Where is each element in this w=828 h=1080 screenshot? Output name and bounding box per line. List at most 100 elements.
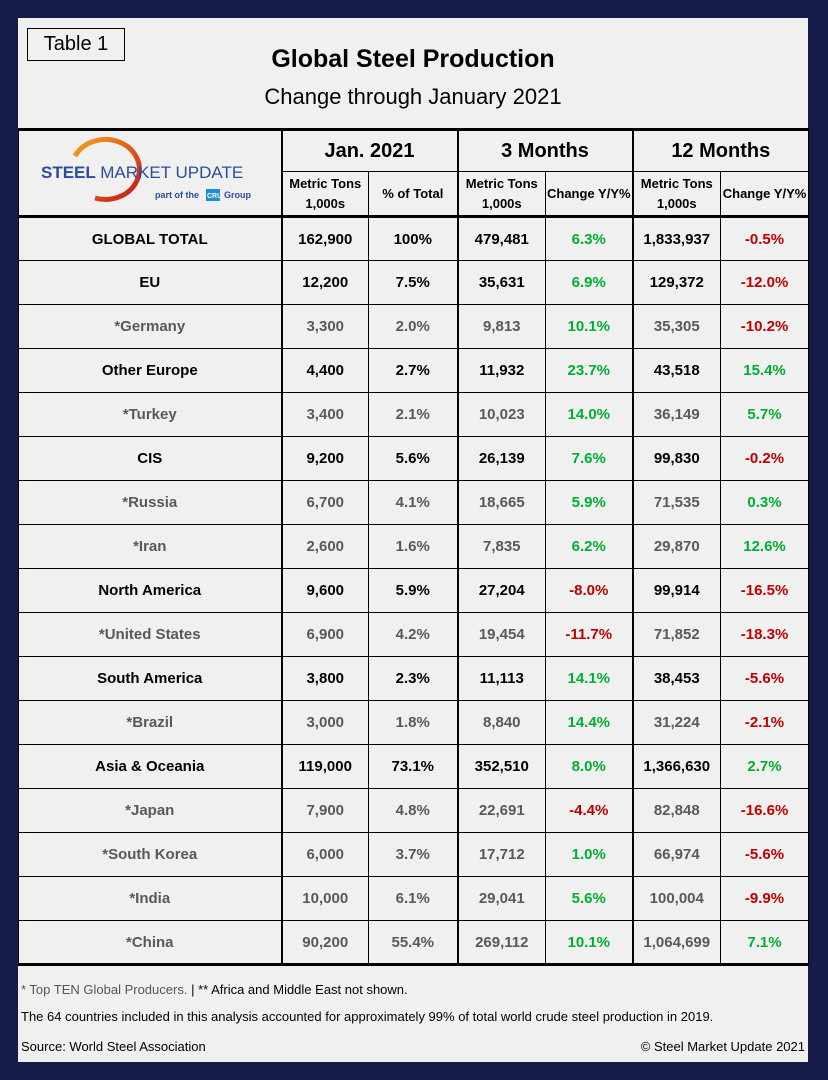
3m-metric-tons: 269,112	[456, 920, 547, 966]
3m-metric-tons: 479,481	[456, 216, 547, 261]
jan-percent-total: 5.9%	[367, 568, 459, 613]
3m-change: 23.7%	[545, 348, 634, 393]
table-panel: Table 1 Global Steel Production Change t…	[18, 18, 810, 1062]
12m-metric-tons: 1,064,699	[631, 920, 722, 966]
region-label: *Japan	[18, 788, 282, 833]
12m-metric-tons: 99,914	[631, 568, 722, 613]
region-label: *Iran	[18, 524, 282, 569]
page-title: Global Steel Production	[271, 45, 555, 73]
12m-change: 5.7%	[720, 392, 810, 437]
table-row: *Turkey 3,400 2.1% 10,023 14.0% 36,149 5.7%	[18, 392, 810, 437]
3m-metric-tons: 27,204	[456, 568, 547, 613]
12m-change: 12.6%	[720, 524, 810, 569]
12m-metric-tons: 66,974	[631, 832, 722, 877]
12m-metric-tons: 99,830	[631, 436, 722, 481]
subheader-percent-of-total: % of Total	[367, 171, 459, 217]
3m-change: -8.0%	[545, 568, 634, 613]
footnote-coverage: The 64 countries included in this analys…	[21, 1009, 714, 1024]
3m-metric-tons: 19,454	[456, 612, 547, 657]
jan-metric-tons: 6,000	[280, 832, 369, 877]
svg-text:part of the: part of the	[155, 190, 199, 200]
jan-metric-tons: 9,600	[280, 568, 369, 613]
12m-metric-tons: 38,453	[631, 656, 722, 701]
jan-metric-tons: 3,800	[280, 656, 369, 701]
jan-metric-tons: 6,900	[280, 612, 369, 657]
footnote-top-producers: * Top TEN Global Producers. | ** Africa …	[21, 982, 408, 997]
12m-change: -12.0%	[720, 260, 810, 305]
3m-metric-tons: 9,813	[456, 304, 547, 349]
region-label: North America	[18, 568, 282, 613]
table-row: *Germany 3,300 2.0% 9,813 10.1% 35,305 -10.2%	[18, 304, 810, 349]
group-header-12-months: 12 Months	[631, 129, 810, 172]
3m-change: 5.6%	[545, 876, 634, 921]
region-label: *China	[18, 920, 282, 966]
12m-change: -10.2%	[720, 304, 810, 349]
jan-metric-tons: 119,000	[280, 744, 369, 789]
group-header-jan-2021: Jan. 2021	[280, 129, 459, 172]
subheader-metric-tons: Metric Tons 1,000s	[280, 171, 369, 217]
table-row: *India 10,000 6.1% 29,041 5.6% 100,004 -9.9%	[18, 876, 810, 921]
3m-metric-tons: 29,041	[456, 876, 547, 921]
jan-percent-total: 1.6%	[367, 524, 459, 569]
source-note: Source: World Steel Association	[21, 1039, 206, 1054]
subheader-change: Change Y/Y%	[545, 171, 634, 217]
3m-change: 5.9%	[545, 480, 634, 525]
12m-metric-tons: 31,224	[631, 700, 722, 745]
region-label: *Germany	[18, 304, 282, 349]
jan-percent-total: 100%	[367, 216, 459, 261]
jan-percent-total: 4.2%	[367, 612, 459, 657]
3m-metric-tons: 10,023	[456, 392, 547, 437]
page-subtitle: Change through January 2021	[264, 84, 562, 109]
jan-percent-total: 4.8%	[367, 788, 459, 833]
12m-metric-tons: 35,305	[631, 304, 722, 349]
table-number-label: Table 1	[27, 28, 125, 61]
table-row: GLOBAL TOTAL 162,900 100% 479,481 6.3% 1,833,…	[18, 216, 810, 261]
copyright-note: © Steel Market Update 2021	[640, 1039, 805, 1054]
table-row: *Iran 2,600 1.6% 7,835 6.2% 29,870 12.6%	[18, 524, 810, 569]
jan-percent-total: 1.8%	[367, 700, 459, 745]
region-label: *Brazil	[18, 700, 282, 745]
12m-change: -16.5%	[720, 568, 810, 613]
table-row: Asia & Oceania 119,000 73.1% 352,510 8.0% 1,3…	[18, 744, 810, 789]
jan-percent-total: 6.1%	[367, 876, 459, 921]
jan-metric-tons: 90,200	[280, 920, 369, 966]
12m-change: -5.6%	[720, 832, 810, 877]
3m-change: 14.1%	[545, 656, 634, 701]
12m-change: -0.5%	[720, 216, 810, 261]
jan-percent-total: 2.7%	[367, 348, 459, 393]
subheader-metric-tons: Metric Tons 1,000s	[631, 171, 722, 217]
region-label: *Russia	[18, 480, 282, 525]
jan-percent-total: 55.4%	[367, 920, 459, 966]
steel-market-update-logo: STEEL MARKET UPDATE part of the CRU Grou…	[41, 136, 251, 202]
subheader-metric-tons: Metric Tons 1,000s	[456, 171, 547, 217]
jan-metric-tons: 3,000	[280, 700, 369, 745]
region-label: Other Europe	[18, 348, 282, 393]
jan-metric-tons: 12,200	[280, 260, 369, 305]
jan-metric-tons: 162,900	[280, 216, 369, 261]
table-row: *South Korea 6,000 3.7% 17,712 1.0% 66,974 -5.…	[18, 832, 810, 877]
12m-change: 7.1%	[720, 920, 810, 966]
jan-percent-total: 2.0%	[367, 304, 459, 349]
3m-change: 7.6%	[545, 436, 634, 481]
svg-text:CRU: CRU	[207, 193, 222, 200]
12m-metric-tons: 100,004	[631, 876, 722, 921]
3m-metric-tons: 18,665	[456, 480, 547, 525]
table-row: CIS 9,200 5.6% 26,139 7.6% 99,830 -0.2%	[18, 436, 810, 481]
region-label: *Turkey	[18, 392, 282, 437]
3m-metric-tons: 8,840	[456, 700, 547, 745]
region-label: *India	[18, 876, 282, 921]
svg-text:Group: Group	[224, 190, 251, 200]
region-label: *South Korea	[18, 832, 282, 877]
region-label: GLOBAL TOTAL	[18, 216, 282, 261]
12m-change: 2.7%	[720, 744, 810, 789]
table-row: Other Europe 4,400 2.7% 11,932 23.7% 43,518 15…	[18, 348, 810, 393]
3m-change: 10.1%	[545, 304, 634, 349]
3m-change: 14.0%	[545, 392, 634, 437]
12m-metric-tons: 71,852	[631, 612, 722, 657]
12m-change: 15.4%	[720, 348, 810, 393]
12m-metric-tons: 29,870	[631, 524, 722, 569]
steel-production-table: STEEL MARKET UPDATE part of the CRU Grou…	[18, 128, 810, 966]
subheader-change: Change Y/Y%	[720, 171, 810, 217]
table-row: EU 12,200 7.5% 35,631 6.9% 129,372 -12.0%	[18, 260, 810, 305]
jan-metric-tons: 3,300	[280, 304, 369, 349]
